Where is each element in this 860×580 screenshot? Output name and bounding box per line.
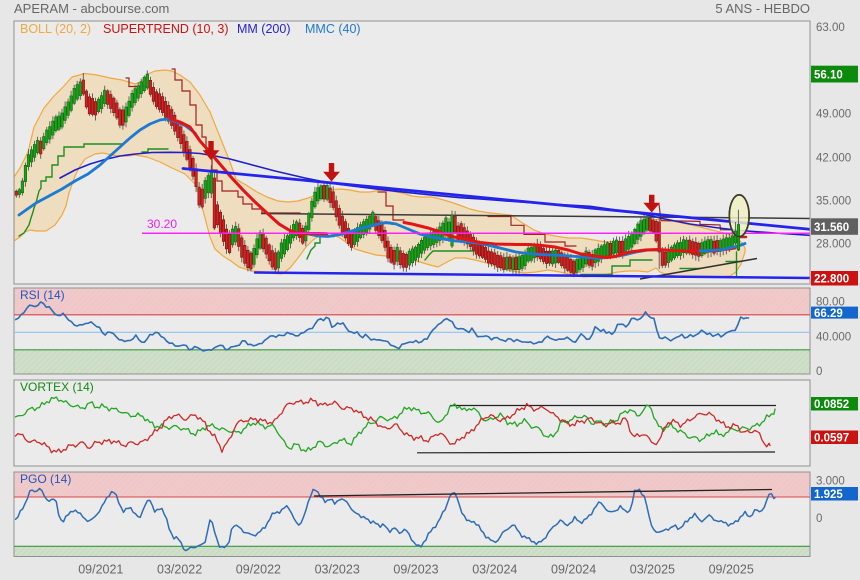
svg-text:0: 0	[816, 366, 822, 378]
svg-text:30.20: 30.20	[147, 217, 177, 231]
svg-text:31.560: 31.560	[814, 222, 849, 234]
svg-text:09/2022: 09/2022	[236, 563, 281, 577]
svg-text:03/2022: 03/2022	[157, 563, 202, 577]
svg-text:RSI (14): RSI (14)	[20, 288, 65, 302]
svg-text:80.00: 80.00	[816, 297, 845, 309]
svg-text:35.000: 35.000	[816, 195, 851, 207]
svg-text:09/2024: 09/2024	[551, 563, 596, 577]
svg-text:66.29: 66.29	[814, 308, 843, 320]
svg-text:3.000: 3.000	[816, 476, 845, 488]
svg-text:0.0597: 0.0597	[814, 432, 849, 444]
svg-text:09/2023: 09/2023	[393, 563, 438, 577]
svg-text:63.00: 63.00	[816, 22, 845, 34]
svg-text:0: 0	[816, 513, 822, 525]
svg-text:1.925: 1.925	[814, 489, 843, 501]
svg-text:03/2023: 03/2023	[315, 563, 360, 577]
svg-text:28.000: 28.000	[816, 239, 851, 251]
svg-text:PGO (14): PGO (14)	[20, 472, 71, 486]
svg-text:APERAM - abcbourse.com: APERAM - abcbourse.com	[14, 1, 169, 16]
svg-text:BOLL (20, 2)SUPERTREND (10, 3): BOLL (20, 2) SUPERTREND (10, 3) MM (200) MM…	[20, 22, 361, 36]
svg-text:56.10: 56.10	[814, 69, 843, 81]
svg-text:03/2025: 03/2025	[630, 563, 675, 577]
svg-text:03/2024: 03/2024	[472, 563, 517, 577]
svg-text:40.000: 40.000	[816, 332, 851, 344]
svg-text:42.000: 42.000	[816, 153, 851, 165]
svg-text:5 ANS - HEBDO: 5 ANS - HEBDO	[715, 1, 810, 16]
svg-text:VORTEX (14): VORTEX (14)	[20, 380, 94, 394]
svg-text:0.0852: 0.0852	[814, 399, 849, 411]
svg-text:09/2021: 09/2021	[78, 563, 123, 577]
svg-text:22.800: 22.800	[814, 273, 849, 285]
svg-text:09/2025: 09/2025	[709, 563, 754, 577]
svg-text:49.000: 49.000	[816, 109, 851, 121]
